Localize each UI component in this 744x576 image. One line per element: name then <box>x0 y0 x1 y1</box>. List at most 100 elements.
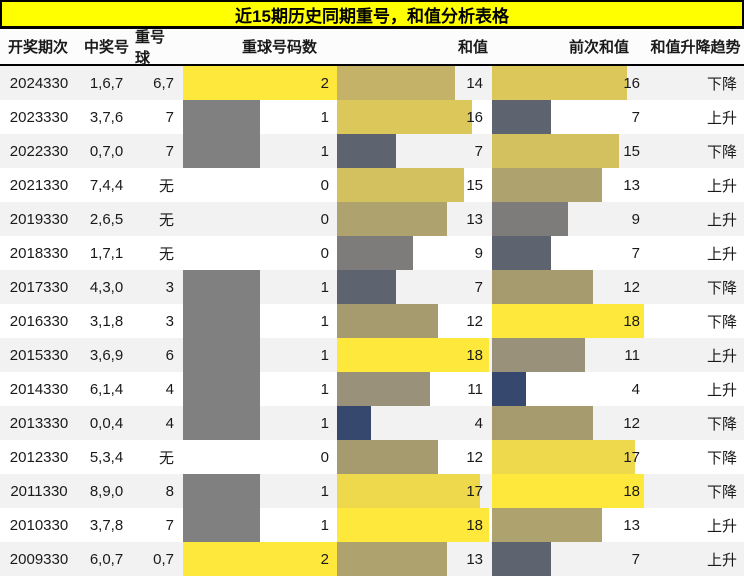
data-bar <box>183 304 260 338</box>
data-bar <box>337 236 413 270</box>
cell-count-value: 1 <box>320 516 329 534</box>
cell-winning-value: 6,0,7 <box>89 550 124 568</box>
data-bar <box>492 270 594 304</box>
table-row: 2014330 6,1,4 4 1 11 4 上升 <box>0 372 744 406</box>
cell-period: 2018330 <box>0 236 78 270</box>
cell-repeat-value: 4 <box>165 380 174 398</box>
cell-winning-value: 1,7,1 <box>89 244 124 262</box>
cell-trend: 下降 <box>647 270 744 304</box>
data-bar <box>492 66 628 100</box>
cell-prev-sum-value: 13 <box>623 516 640 534</box>
cell-period-value: 2012330 <box>9 448 69 466</box>
table-header-row: 开奖期次 中奖号 重号球 重球号码数 和值 前次和值 和值升降趋势 <box>0 28 744 67</box>
cell-count: 1 <box>183 338 337 372</box>
cell-prev-sum-value: 7 <box>631 244 640 262</box>
column-header-trend: 和值升降趋势 <box>650 39 741 56</box>
cell-sum: 18 <box>337 508 492 542</box>
cell-count: 1 <box>183 134 337 168</box>
cell-sum-value: 17 <box>466 482 483 500</box>
cell-trend-value: 上升 <box>706 177 737 195</box>
data-bar <box>337 168 464 202</box>
cell-winning: 0,0,4 <box>78 406 135 440</box>
cell-winning: 6,0,7 <box>78 542 135 576</box>
cell-count: 1 <box>183 406 337 440</box>
cell-period: 2012330 <box>0 440 78 474</box>
cell-trend: 上升 <box>647 202 744 236</box>
cell-period: 2019330 <box>0 202 78 236</box>
data-bar <box>337 542 447 576</box>
table-row: 2021330 7,4,4 无 0 15 13 上升 <box>0 168 744 202</box>
column-header-repeat: 重号球 <box>135 28 166 67</box>
data-bar <box>183 372 260 406</box>
table-row: 2019330 2,6,5 无 0 13 9 上升 <box>0 202 744 236</box>
cell-repeat-value: 7 <box>165 108 174 126</box>
cell-count-value: 1 <box>320 414 329 432</box>
cell-prev-sum: 13 <box>492 168 647 202</box>
cell-prev-sum: 7 <box>492 236 647 270</box>
table-row: 2018330 1,7,1 无 0 9 7 上升 <box>0 236 744 270</box>
cell-prev-sum-value: 4 <box>631 380 640 398</box>
cell-period: 2016330 <box>0 304 78 338</box>
cell-prev-sum-value: 11 <box>624 346 640 364</box>
cell-repeat-value: 0,7 <box>153 550 174 568</box>
cell-period-value: 2019330 <box>9 210 69 228</box>
cell-prev-sum: 7 <box>492 542 647 576</box>
cell-period-value: 2015330 <box>9 346 69 364</box>
cell-trend-value: 下降 <box>706 143 737 161</box>
data-bar <box>337 100 473 134</box>
cell-sum: 7 <box>337 270 492 304</box>
cell-trend-value: 下降 <box>706 449 737 467</box>
cell-trend: 上升 <box>647 236 744 270</box>
data-bar <box>337 304 439 338</box>
table-row: 2022330 0,7,0 7 1 7 15 下降 <box>0 134 744 168</box>
cell-period-value: 2017330 <box>9 278 69 296</box>
cell-sum: 18 <box>337 338 492 372</box>
cell-trend-value: 下降 <box>706 279 737 297</box>
cell-sum: 17 <box>337 474 492 508</box>
data-bar <box>492 168 602 202</box>
cell-prev-sum-value: 12 <box>623 278 640 296</box>
cell-repeat-value: 3 <box>165 278 174 296</box>
cell-period: 2009330 <box>0 542 78 576</box>
cell-trend: 上升 <box>647 542 744 576</box>
cell-count: 1 <box>183 372 337 406</box>
cell-trend-value: 上升 <box>706 109 737 127</box>
cell-repeat-value: 3 <box>165 312 174 330</box>
cell-winning-value: 0,0,4 <box>89 414 124 432</box>
cell-sum-value: 13 <box>466 550 483 568</box>
cell-prev-sum-value: 13 <box>623 176 640 194</box>
data-bar <box>183 100 260 134</box>
data-bar <box>337 508 489 542</box>
cell-repeat: 8 <box>135 474 183 508</box>
cell-count-value: 0 <box>320 448 329 466</box>
cell-prev-sum-value: 17 <box>623 448 640 466</box>
cell-count-value: 0 <box>320 210 329 228</box>
cell-period-value: 2018330 <box>9 244 69 262</box>
cell-count-value: 0 <box>320 244 329 262</box>
cell-count-value: 2 <box>320 74 329 92</box>
cell-count: 0 <box>183 168 337 202</box>
cell-winning-value: 6,1,4 <box>89 380 124 398</box>
cell-winning-value: 3,7,6 <box>89 108 124 126</box>
cell-period-value: 2014330 <box>9 380 69 398</box>
table-row: 2016330 3,1,8 3 1 12 18 下降 <box>0 304 744 338</box>
column-header-period: 开奖期次 <box>8 39 69 56</box>
data-bar <box>337 406 371 440</box>
cell-repeat-value: 6,7 <box>153 74 174 92</box>
cell-repeat: 3 <box>135 304 183 338</box>
cell-count: 0 <box>183 440 337 474</box>
data-bar <box>183 270 260 304</box>
cell-sum-value: 18 <box>466 346 483 364</box>
cell-count-value: 1 <box>320 108 329 126</box>
cell-prev-sum: 4 <box>492 372 647 406</box>
cell-repeat: 7 <box>135 134 183 168</box>
cell-sum-value: 9 <box>474 244 483 262</box>
cell-sum: 13 <box>337 202 492 236</box>
cell-trend: 上升 <box>647 168 744 202</box>
cell-trend: 下降 <box>647 406 744 440</box>
cell-trend: 下降 <box>647 66 744 100</box>
cell-sum: 14 <box>337 66 492 100</box>
cell-count: 0 <box>183 202 337 236</box>
cell-prev-sum: 9 <box>492 202 647 236</box>
